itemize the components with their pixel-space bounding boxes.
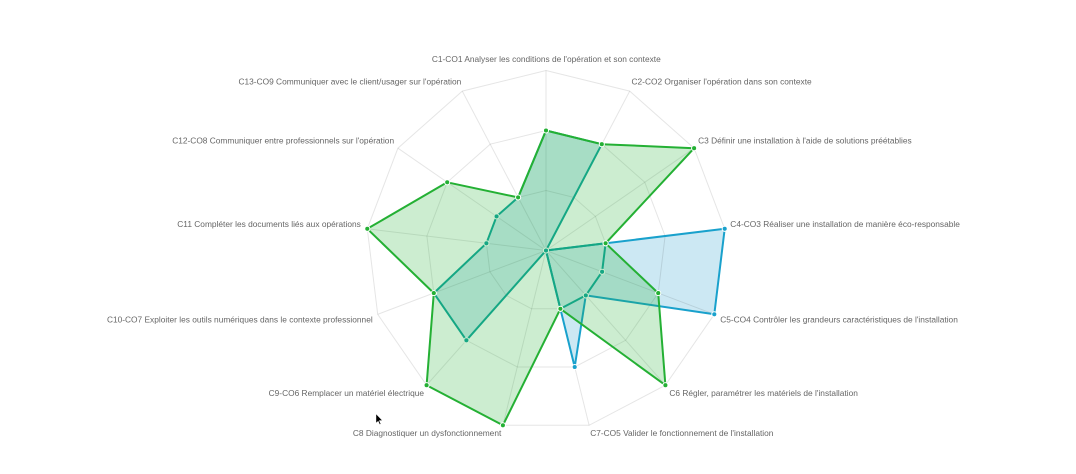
svg-text:C1-CO1 Analyser les conditions: C1-CO1 Analyser les conditions de l'opér… — [432, 54, 661, 64]
svg-text:C9-CO6 Remplacer un matériel é: C9-CO6 Remplacer un matériel électrique — [269, 388, 425, 398]
svg-text:C5-CO4 Contrôler les grandeurs: C5-CO4 Contrôler les grandeurs caractéri… — [720, 315, 958, 325]
svg-text:C8 Diagnostiquer un dysfonctio: C8 Diagnostiquer un dysfonctionnement — [353, 428, 502, 438]
svg-text:C6 Régler, paramétrer les maté: C6 Régler, paramétrer les matériels de l… — [669, 388, 858, 398]
svg-text:C2-CO2 Organiser l'opération d: C2-CO2 Organiser l'opération dans son co… — [632, 77, 813, 87]
svg-text:C12-CO8 Communiquer entre prof: C12-CO8 Communiquer entre professionnels… — [172, 136, 394, 146]
svg-text:C13-CO9 Communiquer avec le cl: C13-CO9 Communiquer avec le client/usage… — [238, 77, 461, 87]
svg-text:C3 Définir une installation à: C3 Définir une installation à l'aide de … — [698, 136, 912, 146]
svg-text:C7-CO5 Valider le fonctionneme: C7-CO5 Valider le fonctionnement de l'in… — [590, 428, 774, 438]
svg-text:C10-CO7 Exploiter les outils n: C10-CO7 Exploiter les outils numériques … — [107, 315, 373, 325]
svg-text:C4-CO3 Réaliser une installati: C4-CO3 Réaliser une installation de mani… — [730, 219, 960, 229]
svg-text:C11 Compléter les documents li: C11 Compléter les documents liés aux opé… — [177, 219, 361, 229]
